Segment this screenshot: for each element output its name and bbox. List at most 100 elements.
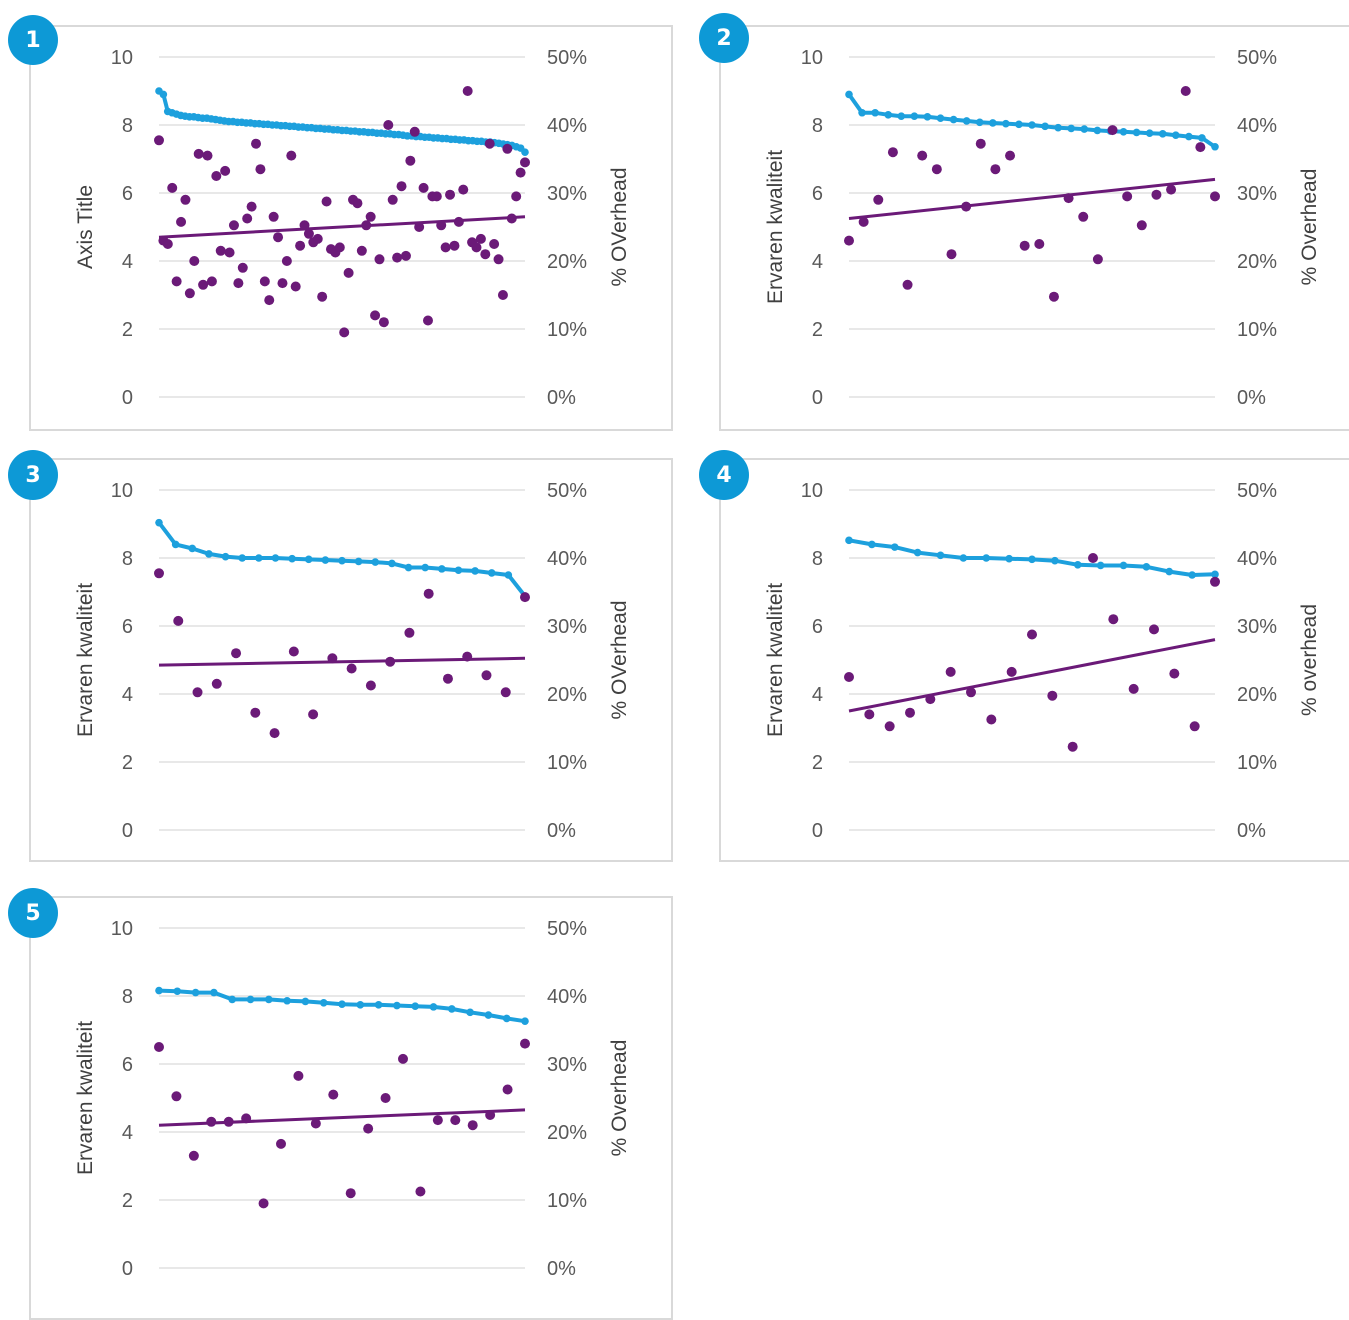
overhead-point [845,536,853,545]
y2-axis-title: % Overhead [1298,169,1321,286]
overhead-point [188,544,197,553]
overhead-point [936,114,945,122]
overhead-point [1073,561,1082,569]
chart-number-badge: 1 [8,15,58,65]
quality-point [961,201,972,212]
quality-point [1048,291,1059,302]
quality-point [475,233,486,244]
quality-point [345,1188,356,1199]
overhead-point [959,554,968,562]
quality-point [414,222,425,232]
quality-point [365,211,376,222]
y-tick-label: 10 [111,918,133,940]
quality-point [167,182,178,193]
y2-tick-label: 50% [1237,47,1277,69]
overhead-point [421,563,429,572]
quality-point [192,687,203,698]
quality-point [1067,741,1078,752]
quality-point [193,148,204,159]
overhead-point [191,988,200,997]
quality-point [1019,240,1030,251]
quality-point [1047,690,1058,701]
trendline [848,177,1216,220]
overhead-point [484,1011,493,1019]
overhead-point [246,995,255,1004]
quality-point [511,191,522,202]
overhead-point [356,1001,365,1009]
overhead-point [1171,131,1180,139]
quality-point [975,138,986,149]
y2-tick-label: 0% [547,1258,576,1280]
quality-point [844,235,854,246]
quality-point [520,1038,530,1049]
y-tick-label: 0 [812,387,823,409]
y2-tick-label: 40% [547,986,587,1008]
overhead-point [393,1001,401,1010]
quality-point [251,138,262,149]
y2-tick-label: 20% [1237,251,1277,273]
quality-point [231,648,242,659]
y2-tick-label: 50% [547,47,587,69]
quality-point [1128,683,1139,694]
y2-tick-label: 20% [547,251,587,273]
overhead-point [210,988,218,997]
y-tick-label: 4 [812,251,823,273]
y-tick-label: 10 [111,480,133,502]
quality-point [277,278,288,289]
y-tick-label: 8 [122,986,133,1008]
overhead-point [988,119,997,127]
chart-1: 0 2 4 6 8 10 0% 10% 20% 30% 40% 50% Axis Title % OVer… [74,47,631,409]
overhead-point [438,565,446,573]
quality-point [162,239,173,249]
overhead-point [221,552,230,561]
quality-point [180,194,191,205]
overhead-point [521,1017,529,1025]
trendline [158,215,526,239]
overhead-point [521,148,529,156]
overhead-point [923,113,932,121]
y-tick-label: 2 [812,319,823,341]
quality-point [171,276,182,287]
overhead-point [910,112,919,120]
overhead-point [1015,120,1023,129]
y2-tick-label: 0% [547,820,576,842]
overhead-point [962,117,971,125]
y2-axis-title: % Overhead [608,1040,631,1157]
quality-point [520,592,530,603]
quality-point [485,1110,496,1120]
quality-point [396,181,407,192]
overhead-point [1005,554,1013,563]
quality-point [493,254,504,265]
chart-number-badge: 4 [699,450,749,500]
quality-point [1189,721,1200,732]
y-tick-label: 8 [122,548,133,570]
chart-number-badge: 5 [8,888,58,938]
overhead-point [466,1008,474,1017]
quality-point [259,276,270,287]
quality-point [1034,239,1045,249]
y-tick-label: 2 [122,1190,133,1212]
quality-point [453,216,464,227]
quality-point [352,198,363,209]
quality-point [520,157,530,168]
quality-point [250,707,261,718]
quality-point [365,680,376,691]
overhead-point [890,543,899,551]
overhead-point [1198,134,1206,142]
quality-point [264,295,275,306]
quality-point [392,252,403,263]
y2-tick-label: 30% [1237,616,1277,638]
quality-point [308,709,319,720]
quality-point [1166,184,1177,195]
y2-tick-label: 10% [547,1190,587,1212]
overhead-point [1119,128,1128,136]
quality-point [228,220,239,231]
overhead-point [404,563,413,572]
overhead-point [448,1005,456,1013]
chart-number-badge: 2 [699,13,749,63]
quality-point [445,189,456,200]
y2-tick-label: 10% [547,752,587,774]
overhead-point [319,999,328,1007]
overhead-point [1054,123,1062,132]
quality-point [198,279,209,290]
